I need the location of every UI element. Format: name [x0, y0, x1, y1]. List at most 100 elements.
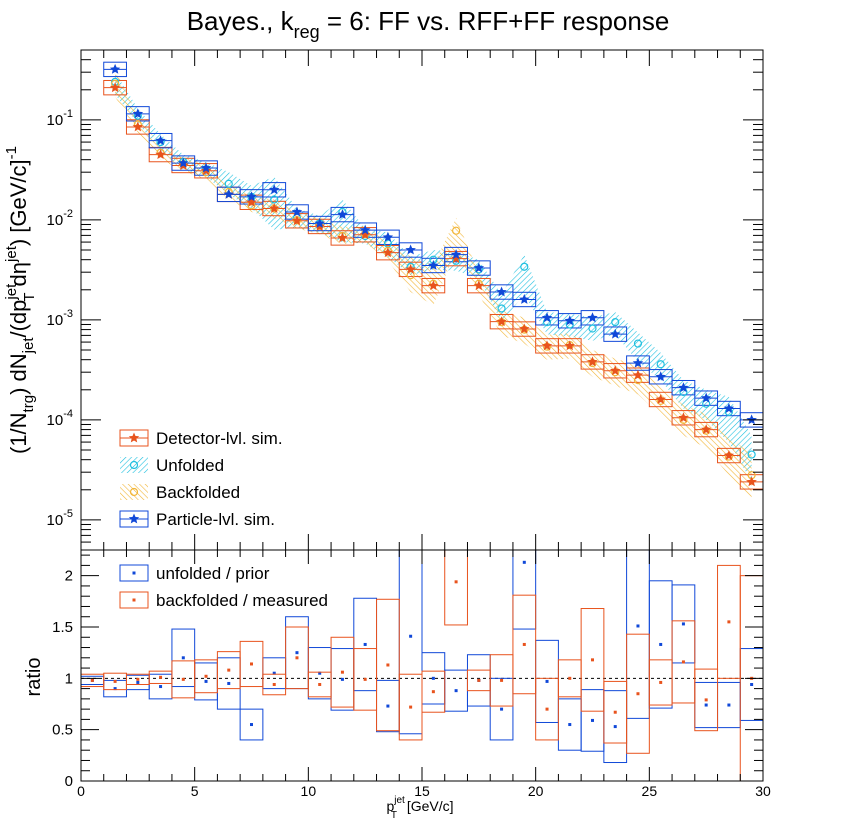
particle-point — [428, 260, 439, 270]
particle-point — [200, 162, 212, 173]
backfolded-ratio-point — [545, 707, 549, 711]
ratio-legend: unfolded / prior backfolded / measured — [119, 564, 328, 610]
particle-point — [178, 157, 189, 168]
backfolded-ratio-point — [272, 682, 276, 686]
backfolded-ratio-point — [477, 678, 481, 682]
legend-marker — [128, 432, 140, 443]
particle-point — [746, 414, 757, 425]
backfolded-ratio-point — [727, 620, 731, 624]
detector-point — [610, 365, 621, 376]
backfolded-ratio-point — [318, 682, 322, 686]
unfolded-point — [270, 195, 279, 204]
unfolded-point — [747, 450, 756, 459]
spectrum-frame — [80, 49, 764, 551]
detector-point — [655, 394, 666, 404]
detector-point — [564, 340, 575, 351]
backfolded-ratio-point — [591, 658, 594, 662]
detector-point — [405, 263, 416, 274]
backfolded-ratio-point — [340, 670, 344, 674]
unfolded-ratio-point — [704, 703, 708, 707]
ratio-x-tick-label: 5 — [191, 783, 199, 799]
unfolded-point — [588, 324, 597, 333]
detector-point — [632, 369, 644, 380]
backfolded-ratio-box — [671, 620, 696, 704]
unfolded-ratio-point — [727, 703, 731, 707]
unfolded-point — [224, 179, 233, 188]
legend-swatch — [120, 484, 148, 500]
backfolded-ratio-box — [421, 670, 446, 713]
ratio-x-tick-label: 30 — [755, 783, 771, 799]
unfolded-point — [497, 304, 506, 313]
ratio-x-tick-label: 20 — [528, 783, 544, 799]
backfolded-ratio-point — [659, 680, 663, 684]
detector-point — [723, 450, 735, 460]
legend-label: Detector-lvl. sim. — [156, 429, 283, 448]
backfolded-ratio-box — [376, 598, 400, 732]
detector-point — [700, 424, 712, 434]
detector-point — [337, 232, 348, 243]
ratio-x-tick-label: 15 — [414, 783, 430, 799]
detector-point — [291, 215, 303, 226]
particle-point — [155, 135, 166, 146]
backfolded-ratio-box — [580, 608, 605, 712]
particle-point — [246, 191, 257, 202]
backfolded-ratio-point — [500, 678, 504, 682]
unfolded-ratio-point — [386, 704, 390, 708]
legend-swatch — [119, 564, 149, 582]
particle-point — [132, 108, 144, 119]
ratio-y-tick-label: 0 — [65, 773, 73, 790]
unfolded-ratio-box — [489, 677, 514, 741]
detector-point — [109, 82, 121, 93]
spectrum-y-tick-label: 10-3 — [47, 308, 73, 329]
unfolded-ratio-point — [522, 560, 526, 564]
backfolded-ratio-point — [295, 656, 299, 660]
backfolded-ratio-box — [694, 668, 719, 732]
unfolded-ratio-point — [454, 689, 458, 693]
particle-point — [450, 249, 462, 259]
detector-point — [519, 323, 530, 334]
legend-swatch — [120, 457, 148, 473]
spectrum-y-tick-label: 10-5 — [47, 508, 73, 529]
backfolded-ratio-point — [431, 690, 435, 694]
backfolded-point — [452, 226, 461, 235]
unfolded-ratio-point — [659, 642, 663, 646]
backfolded-ratio-point — [613, 710, 617, 714]
unfolded-ratio-point — [681, 622, 685, 626]
particle-point — [496, 286, 507, 297]
spectrum-y-tick-label: 10-4 — [47, 408, 73, 429]
unfolded-ratio-point — [295, 651, 299, 655]
particle-point — [109, 63, 121, 74]
detector-point — [746, 476, 757, 487]
spectrum-panel: 10-1 10-2 10-3 10-4 10-5 Detector-lvl. sim. U… — [47, 49, 764, 551]
detector-point — [496, 316, 507, 327]
particle-point — [382, 231, 394, 242]
ratio-x-axis-label: pjet T [GeV/c] — [386, 795, 453, 821]
particle-point — [541, 312, 553, 323]
legend-marker — [132, 571, 136, 575]
backfolded-ratio-point — [636, 692, 640, 696]
backfolded-ratio-box — [512, 594, 537, 695]
particle-point — [223, 188, 234, 199]
detector-point — [473, 280, 485, 291]
particle-point — [337, 209, 348, 219]
ratio-y-tick-label: 1 — [65, 670, 73, 687]
particle-point — [655, 371, 666, 382]
unfolded-ratio-point — [181, 656, 185, 660]
legend-entry: Particle-lvl. sim. — [119, 510, 275, 529]
particle-point — [700, 392, 712, 403]
particle-point — [587, 312, 598, 323]
ratio-y-axis-label: ratio — [23, 658, 45, 697]
unfolded-ratio-point — [568, 723, 572, 727]
backfolded-ratio-point — [250, 662, 253, 666]
unfolded-ratio-point — [250, 723, 253, 727]
particle-point — [359, 224, 371, 235]
backfolded-ratio-point — [568, 676, 572, 680]
particle-point — [519, 294, 530, 304]
legend-marker — [129, 487, 139, 497]
particle-point — [291, 206, 303, 217]
particle-point — [632, 357, 644, 368]
unfolded-ratio-point — [591, 718, 594, 722]
backfolded-ratio-box — [285, 626, 309, 690]
unfolded-ratio-box — [239, 708, 264, 741]
